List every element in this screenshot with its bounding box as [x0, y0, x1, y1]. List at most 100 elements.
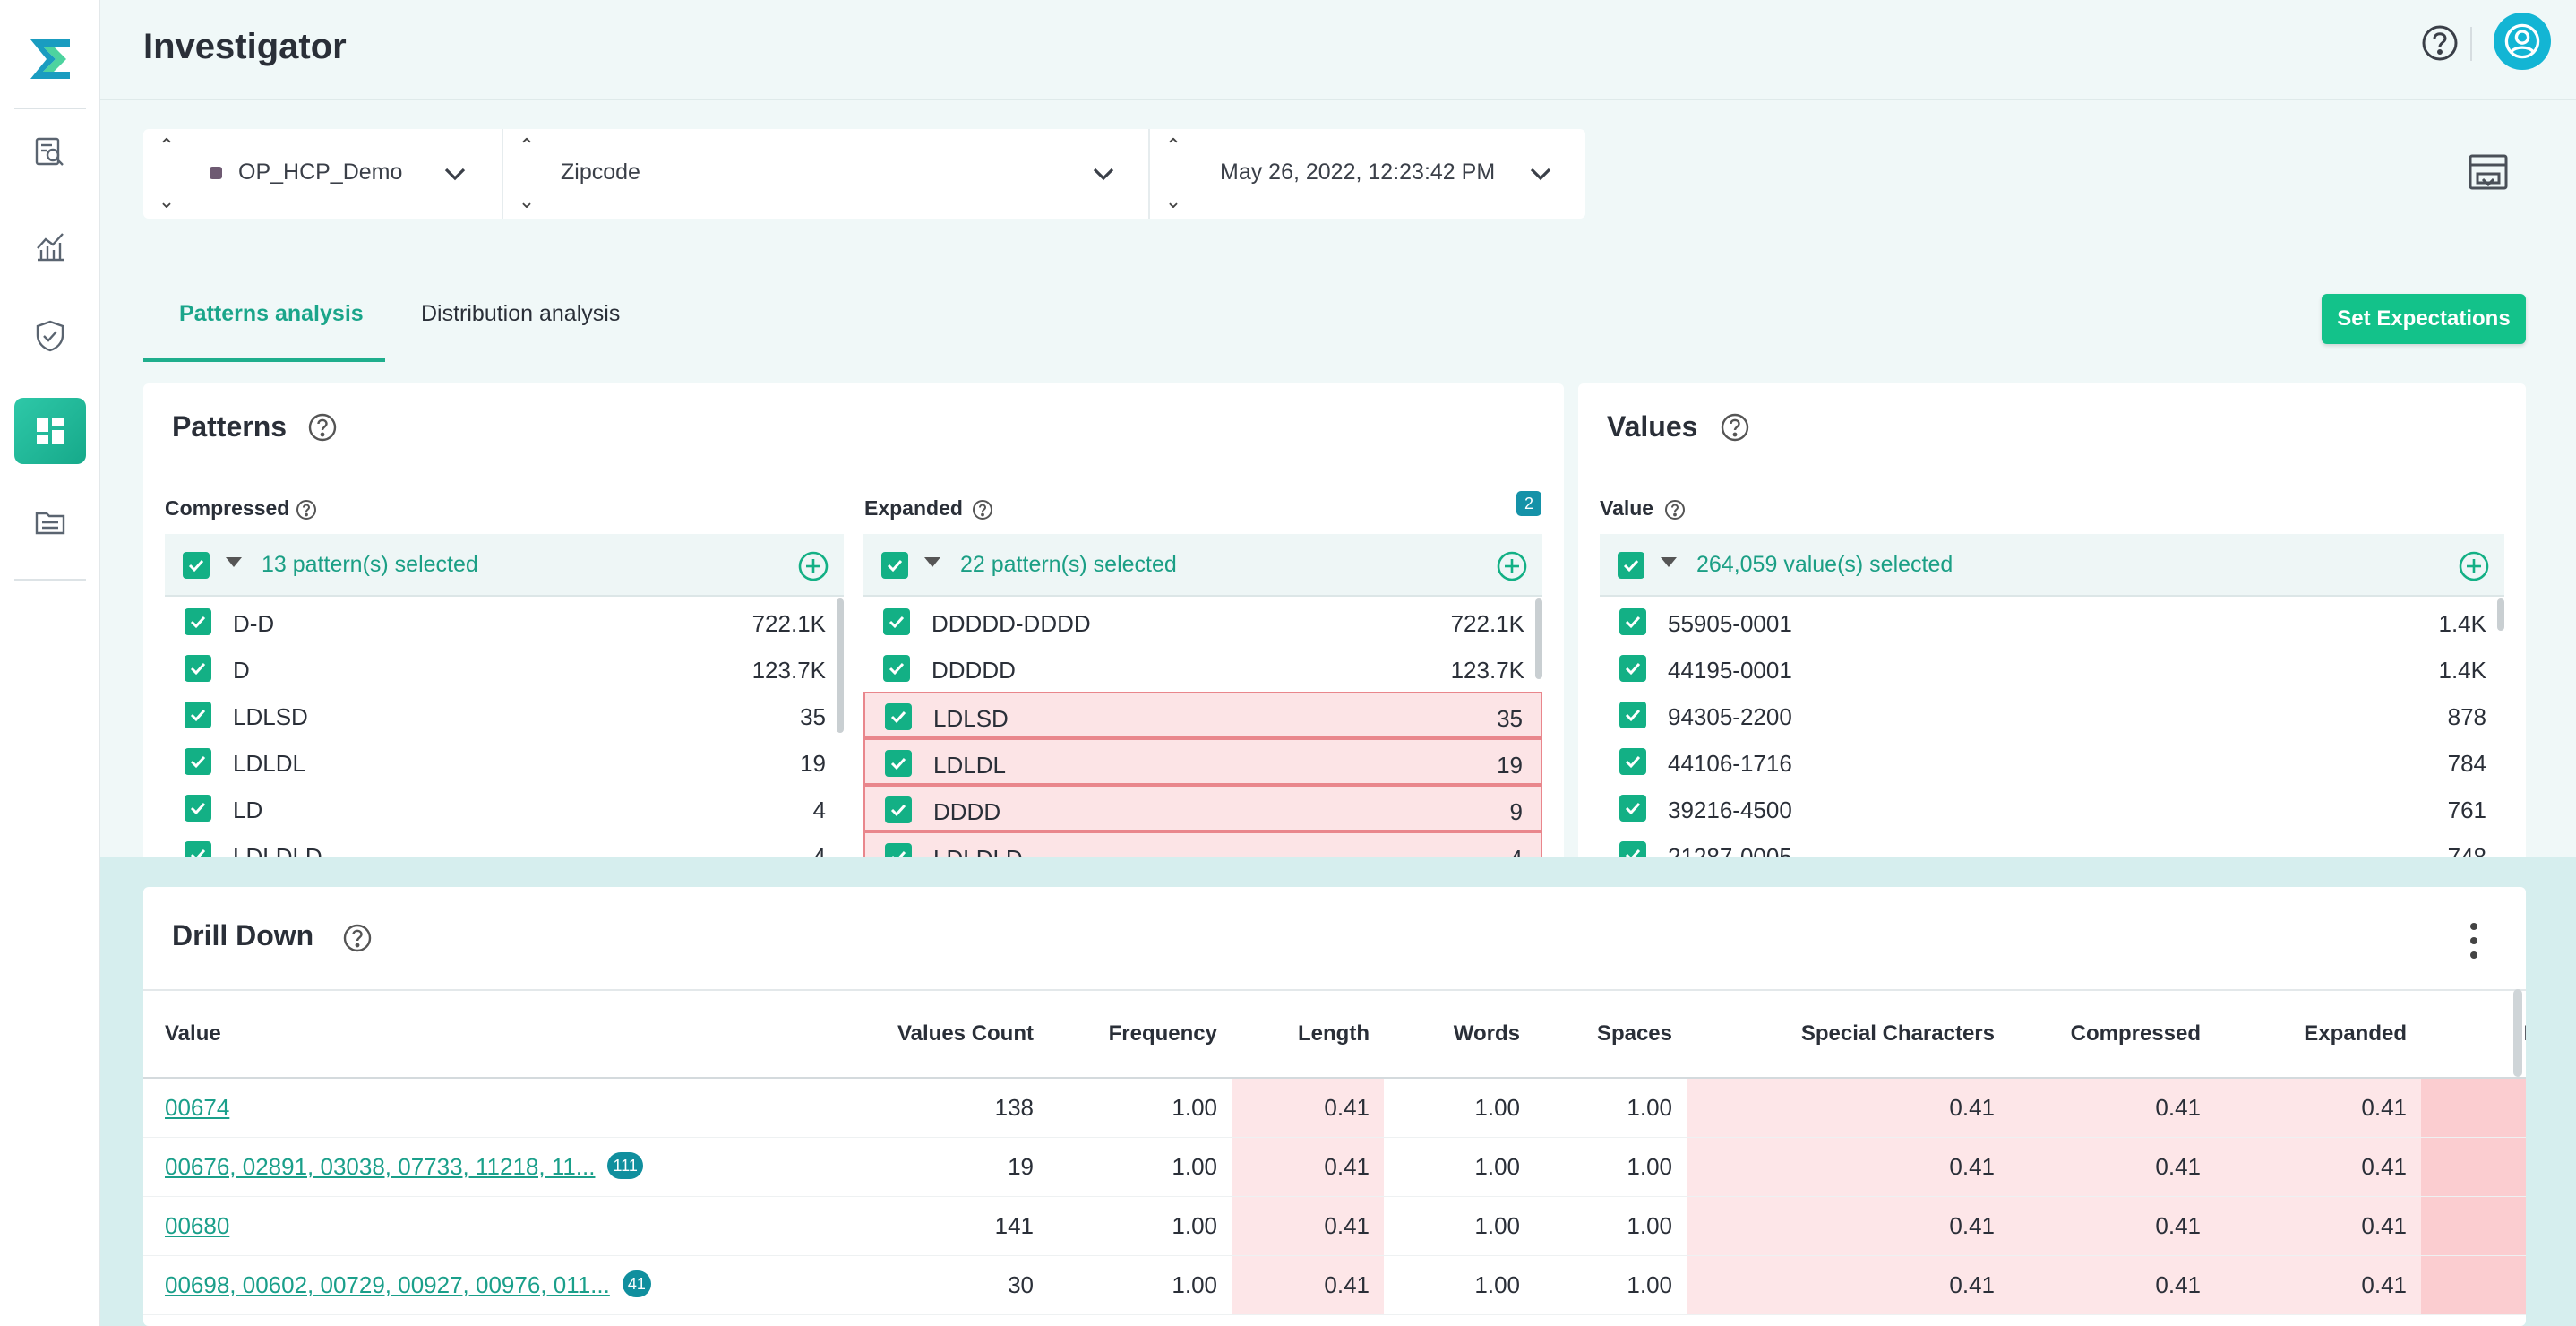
set-expectations-button[interactable]: Set Expectations: [2322, 294, 2526, 344]
datasource-selector[interactable]: ⌃ ⌄ OP_HCP_Demo: [143, 129, 502, 219]
scrollbar[interactable]: [837, 598, 844, 733]
sidebar-item-quality[interactable]: [14, 303, 86, 369]
list-item[interactable]: DDDD 9: [863, 785, 1542, 831]
row-checkbox[interactable]: [883, 655, 910, 682]
caret-down-icon[interactable]: [1661, 557, 1677, 567]
list-item[interactable]: LDLDLD 4: [863, 831, 1542, 857]
column-header[interactable]: Values Count: [681, 989, 1048, 1079]
column-selector[interactable]: ⌃ ⌄ Zipcode: [502, 129, 1148, 219]
app-logo-icon[interactable]: [25, 34, 75, 84]
chevron-down-icon[interactable]: ⌄: [158, 190, 176, 212]
list-item[interactable]: 94305-2200 878: [1600, 692, 2504, 738]
avatar[interactable]: [2494, 13, 2551, 70]
row-checkbox[interactable]: [885, 750, 912, 777]
list-item[interactable]: D-D 722.1K: [165, 598, 844, 645]
list-item[interactable]: LDLDL 19: [165, 738, 844, 785]
help-icon[interactable]: [342, 923, 373, 953]
list-item[interactable]: D 123.7K: [165, 645, 844, 692]
table-row[interactable]: 00698, 00602, 00729, 00927, 00976, 011..…: [143, 1255, 2526, 1315]
scrollbar[interactable]: [1535, 598, 1542, 679]
chevron-down-icon[interactable]: [1526, 159, 1555, 188]
timestamp-selector[interactable]: ⌃ ⌄ May 26, 2022, 12:23:42 PM: [1148, 129, 1585, 219]
help-icon[interactable]: [2420, 23, 2460, 63]
list-item[interactable]: DDDDD-DDDD 722.1K: [863, 598, 1542, 645]
help-icon[interactable]: [1720, 412, 1750, 443]
row-checkbox[interactable]: [185, 748, 211, 775]
list-item[interactable]: LDLSD 35: [863, 692, 1542, 738]
list-item[interactable]: 21287-0005 748: [1600, 831, 2504, 857]
chevron-up-icon[interactable]: ⌃: [518, 134, 536, 157]
scrollbar[interactable]: [2513, 989, 2522, 1077]
timestamp-stepper[interactable]: ⌃ ⌄: [1163, 136, 1184, 211]
chevron-down-icon[interactable]: [1089, 159, 1118, 188]
column-header[interactable]: Special Characters: [1687, 989, 2009, 1079]
column-header[interactable]: Length: [1232, 989, 1384, 1079]
row-checkbox[interactable]: [185, 702, 211, 728]
select-all-checkbox[interactable]: [1618, 552, 1644, 579]
value-link[interactable]: 00698, 00602, 00729, 00927, 00976, 011..…: [165, 1271, 610, 1298]
list-item[interactable]: LDLDLD 4: [165, 831, 844, 857]
datasource-stepper[interactable]: ⌃ ⌄: [156, 136, 177, 211]
row-checkbox[interactable]: [1619, 795, 1646, 822]
table-row[interactable]: 00676, 02891, 03038, 07733, 11218, 11...…: [143, 1137, 2526, 1197]
caret-down-icon[interactable]: [924, 557, 940, 567]
value-link[interactable]: 00676, 02891, 03038, 07733, 11218, 11...: [165, 1153, 596, 1180]
tab-patterns-analysis[interactable]: Patterns analysis: [179, 301, 364, 326]
list-item[interactable]: 44195-0001 1.4K: [1600, 645, 2504, 692]
chevron-up-icon[interactable]: ⌃: [158, 134, 176, 157]
value-link[interactable]: 00674: [165, 1093, 230, 1121]
help-icon[interactable]: [296, 499, 317, 521]
row-checkbox[interactable]: [1619, 655, 1646, 682]
column-header[interactable]: Frequency: [1048, 989, 1232, 1079]
add-circle-icon[interactable]: [2458, 550, 2490, 582]
help-icon[interactable]: [307, 412, 338, 443]
row-checkbox[interactable]: [885, 796, 912, 823]
list-item[interactable]: DDDDD 123.7K: [863, 645, 1542, 692]
chevron-down-icon[interactable]: ⌄: [518, 190, 536, 212]
column-header[interactable]: Words: [1384, 989, 1534, 1079]
more-options-icon[interactable]: [2467, 923, 2481, 959]
column-header[interactable]: Expanded: [2215, 989, 2421, 1079]
list-item[interactable]: LDLDL 19: [863, 738, 1542, 785]
row-checkbox[interactable]: [185, 795, 211, 822]
sidebar-item-files[interactable]: [14, 489, 86, 555]
column-stepper[interactable]: ⌃ ⌄: [516, 136, 537, 211]
row-checkbox[interactable]: [185, 841, 211, 857]
sidebar-item-dashboard[interactable]: [14, 398, 86, 464]
select-all-checkbox[interactable]: [881, 552, 908, 579]
tab-distribution-analysis[interactable]: Distribution analysis: [421, 301, 621, 326]
chevron-up-icon[interactable]: ⌃: [1164, 134, 1182, 157]
sidebar-item-reports[interactable]: [14, 118, 86, 185]
row-checkbox[interactable]: [1619, 841, 1646, 857]
chevron-down-icon[interactable]: ⌄: [1164, 190, 1182, 212]
column-header[interactable]: Spaces: [1534, 989, 1687, 1079]
help-icon[interactable]: [972, 499, 993, 521]
column-header[interactable]: Value: [143, 989, 681, 1079]
caret-down-icon[interactable]: [226, 557, 242, 567]
list-item[interactable]: 44106-1716 784: [1600, 738, 2504, 785]
add-circle-icon[interactable]: [1496, 550, 1528, 582]
select-all-checkbox[interactable]: [183, 552, 210, 579]
column-header[interactable]: DQ Score: [2421, 989, 2526, 1079]
help-icon[interactable]: [1664, 499, 1686, 521]
list-item[interactable]: 39216-4500 761: [1600, 785, 2504, 831]
sidebar-item-analytics[interactable]: [14, 213, 86, 280]
scrollbar[interactable]: [2497, 598, 2504, 631]
value-link[interactable]: 00680: [165, 1211, 230, 1239]
export-icon[interactable]: [2467, 152, 2510, 194]
row-checkbox[interactable]: [1619, 702, 1646, 728]
row-checkbox[interactable]: [185, 655, 211, 682]
row-checkbox[interactable]: [885, 703, 912, 730]
row-checkbox[interactable]: [883, 608, 910, 635]
list-item[interactable]: LD 4: [165, 785, 844, 831]
row-checkbox[interactable]: [1619, 608, 1646, 635]
add-circle-icon[interactable]: [797, 550, 829, 582]
chevron-down-icon[interactable]: [441, 159, 469, 188]
row-checkbox[interactable]: [885, 843, 912, 857]
row-checkbox[interactable]: [185, 608, 211, 635]
row-checkbox[interactable]: [1619, 748, 1646, 775]
list-item[interactable]: 55905-0001 1.4K: [1600, 598, 2504, 645]
column-header[interactable]: Compressed: [2009, 989, 2215, 1079]
